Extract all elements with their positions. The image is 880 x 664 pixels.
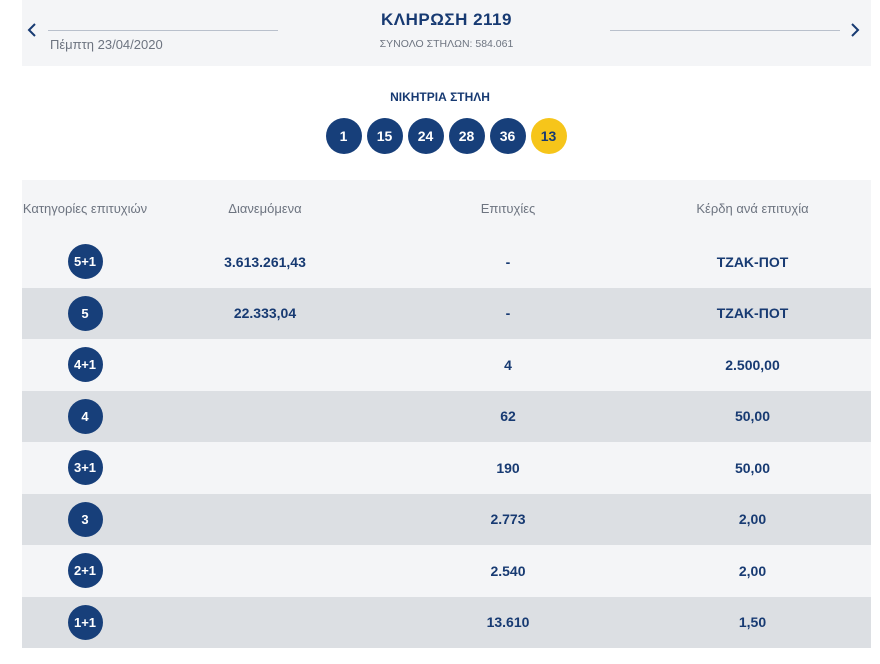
header-divider-right (610, 30, 840, 31)
table-row: 2+1 2.540 2,00 (22, 545, 871, 597)
category-badge: 5+1 (67, 244, 103, 280)
winning-number-ball: 24 (407, 118, 444, 154)
previous-draw-button[interactable] (22, 18, 42, 42)
table-row: 3 2.773 2,00 (22, 493, 871, 545)
prize-cell: 2,00 (738, 562, 767, 579)
distributed-cell: 22.333,04 (233, 305, 297, 322)
distributed-cell: 3.613.261,43 (224, 253, 306, 270)
draw-header: Πέμπτη 23/04/2020 ΚΛΗΡΩΣΗ 2119 ΣΥΝΟΛΟ ΣΤ… (22, 0, 871, 66)
prize-cell: 50,00 (734, 408, 771, 425)
winners-cell: - (505, 253, 511, 270)
chevron-right-icon (851, 23, 860, 37)
category-badge: 2+1 (67, 553, 103, 589)
prize-cell: ΤΖΑΚ-ΠΟΤ (716, 253, 789, 270)
table-row: 4 62 50,00 (22, 390, 871, 442)
prize-cell: 50,00 (734, 459, 771, 476)
header-prize: Κέρδη ανά επιτυχία (696, 200, 809, 216)
winning-column-label: ΝΙΚΗΤΡΙΑ ΣΤΗΛΗ (390, 90, 490, 104)
prize-cell: ΤΖΑΚ-ΠΟΤ (716, 305, 789, 322)
table-row: 3+1 190 50,00 (22, 442, 871, 494)
winning-numbers: 1 15 24 28 36 13 (0, 118, 880, 154)
winning-number-ball: 15 (366, 118, 403, 154)
prize-cell: 2.500,00 (725, 356, 780, 373)
category-badge: 3 (67, 501, 103, 537)
header-distributed: Διανεμόμενα (228, 200, 302, 216)
winners-cell: - (505, 305, 511, 322)
winners-cell: 190 (496, 459, 520, 476)
table-row: 1+1 13.610 1,50 (22, 596, 871, 648)
draw-title: ΚΛΗΡΩΣΗ 2119 (381, 10, 512, 29)
winners-cell: 62 (500, 408, 516, 425)
prize-cell: 2,00 (738, 511, 767, 528)
category-badge: 1+1 (67, 604, 103, 640)
prize-table: Κατηγορίες επιτυχιών Διανεμόμενα Επιτυχί… (22, 180, 871, 648)
table-row: 5+1 3.613.261,43 - ΤΖΑΚ-ΠΟΤ (22, 236, 871, 288)
winners-cell: 2.773 (490, 511, 526, 528)
header-category: Κατηγορίες επιτυχιών (22, 200, 148, 216)
category-badge: 3+1 (67, 450, 103, 486)
draw-date: Πέμπτη 23/04/2020 (50, 37, 163, 52)
category-badge: 4+1 (67, 347, 103, 383)
winning-number-ball: 36 (489, 118, 526, 154)
winners-cell: 4 (504, 356, 512, 373)
winning-number-ball: 28 (448, 118, 485, 154)
table-row: 5 22.333,04 - ΤΖΑΚ-ΠΟΤ (22, 287, 871, 339)
next-draw-button[interactable] (845, 18, 865, 42)
winners-cell: 13.610 (486, 614, 530, 631)
winning-number-ball: 1 (325, 118, 362, 154)
table-row: 4+1 4 2.500,00 (22, 339, 871, 391)
table-header: Κατηγορίες επιτυχιών Διανεμόμενα Επιτυχί… (22, 180, 871, 236)
header-winners: Επιτυχίες (480, 200, 536, 216)
total-columns: ΣΥΝΟΛΟ ΣΤΗΛΩΝ: 584.061 (379, 38, 514, 50)
chevron-left-icon (27, 23, 36, 37)
joker-number-ball: 13 (530, 118, 567, 154)
header-divider-left (48, 30, 278, 31)
category-badge: 5 (67, 295, 103, 331)
winners-cell: 2.540 (490, 562, 526, 579)
category-badge: 4 (67, 398, 103, 434)
prize-cell: 1,50 (738, 614, 767, 631)
